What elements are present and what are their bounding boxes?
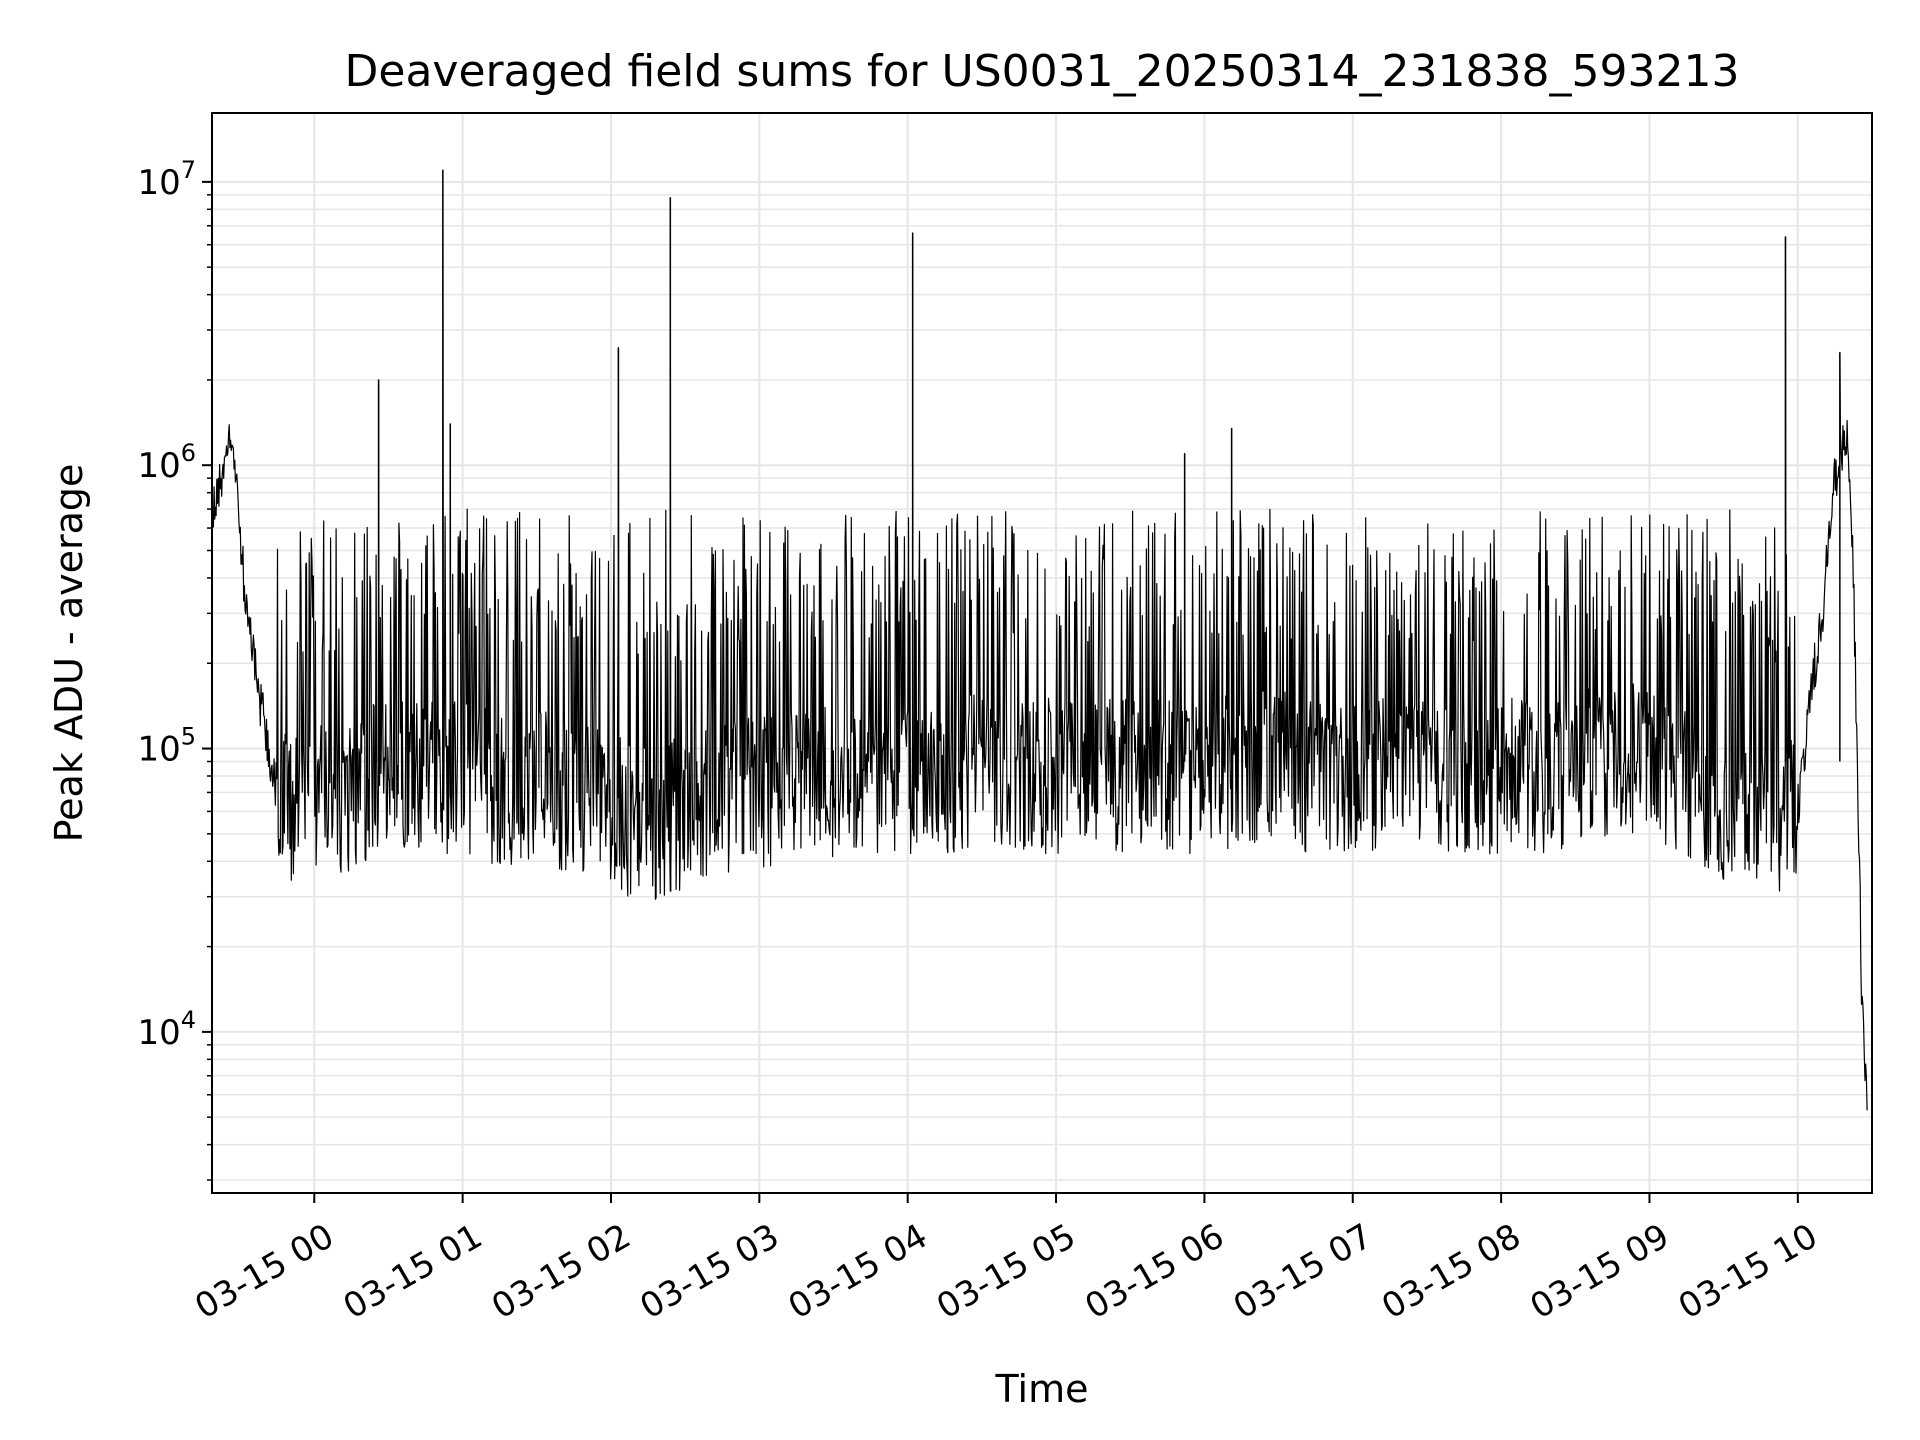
y-axis-label: Peak ADU - average (47, 464, 91, 843)
grid-layer (212, 113, 1872, 1193)
x-axis-label: Time (995, 1367, 1089, 1411)
plot-frame (211, 112, 1873, 1194)
data-layer (212, 169, 1868, 1111)
y-tick-label: 105 (137, 723, 196, 770)
chart-title: Deaveraged field sums for US0031_2025031… (345, 46, 1740, 97)
series-line (212, 169, 1868, 1111)
